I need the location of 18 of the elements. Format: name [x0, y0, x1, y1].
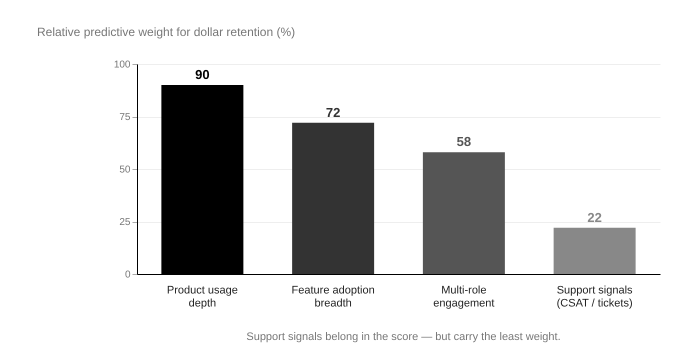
text: Support signals belong in the score — but carry the least weight. — [246, 331, 561, 343]
x-tick-label: Product usage depth — [166, 284, 238, 310]
y-tick-label: 75 — [119, 112, 131, 123]
data-label: 90 — [195, 67, 210, 82]
y-tick-label: 100 — [114, 60, 131, 70]
x-tick-label: Feature adoption breadth — [292, 284, 375, 310]
data-label: 58 — [456, 134, 472, 150]
y-tick-label: 25 — [119, 217, 131, 228]
bar — [554, 228, 636, 274]
y-tick-label: 50 — [119, 164, 131, 176]
y-tick-label: 0 — [124, 270, 131, 280]
x-tick-label: Support signals (CSAT / tickets) — [556, 284, 634, 310]
bar — [422, 152, 505, 274]
bar — [292, 122, 374, 274]
data-label: 22 — [587, 210, 602, 225]
data-label: 72 — [326, 104, 340, 120]
x-tick-label: Multi-role engagement — [433, 284, 494, 310]
chart-title: Relative predictive weight for dollar retention (%) — [37, 25, 296, 39]
